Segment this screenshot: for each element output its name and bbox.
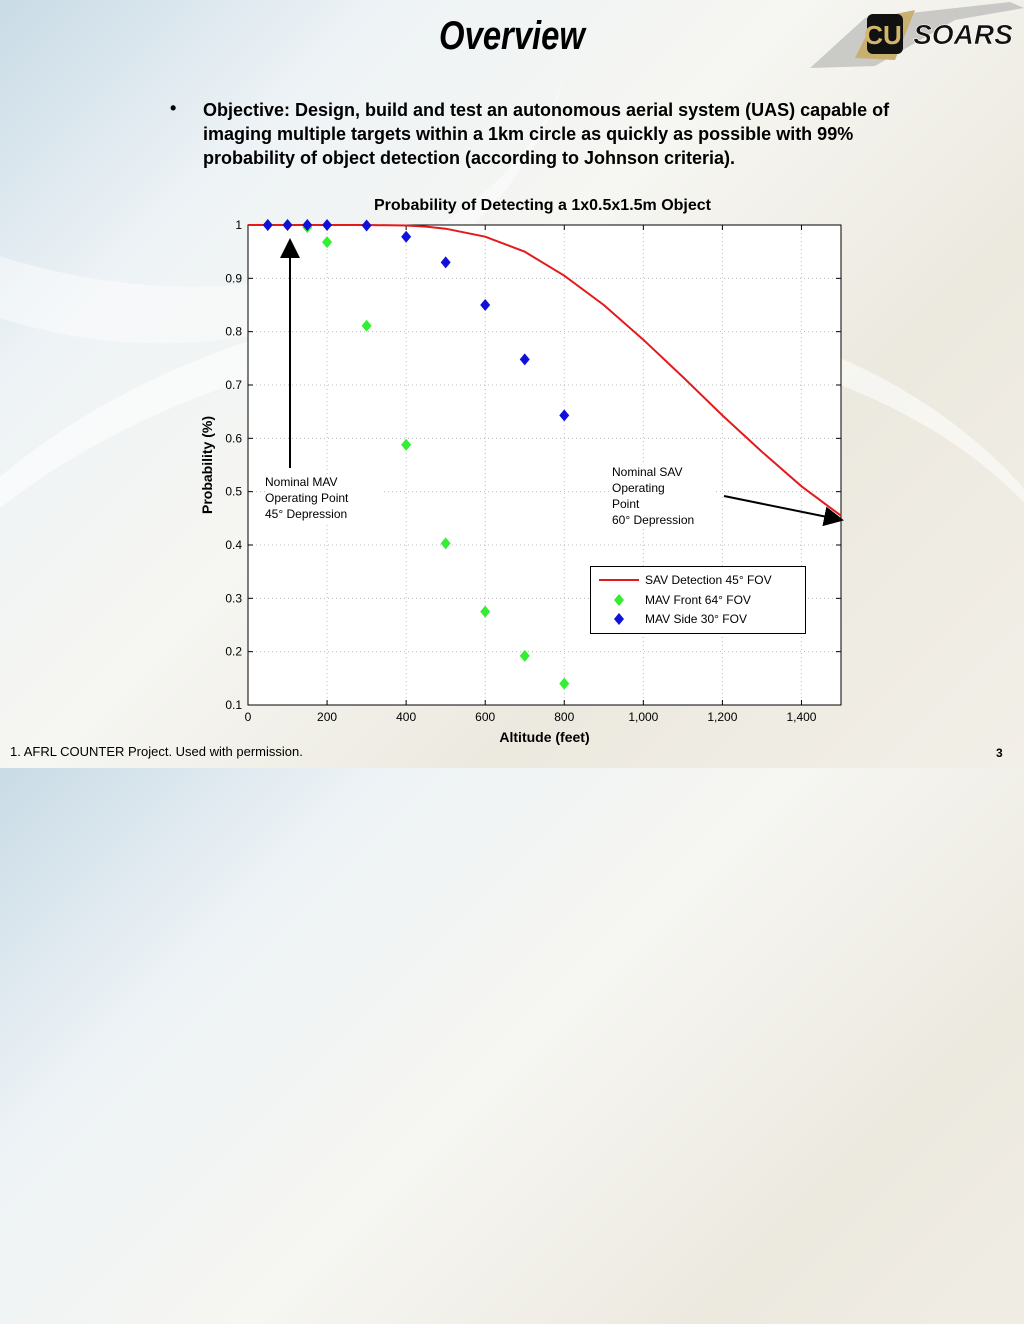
y-tick-label: 0.1	[225, 698, 242, 712]
x-tick-label: 1,400	[786, 710, 816, 724]
x-tick-label: 1,200	[707, 710, 737, 724]
annotation-line: Nominal MAV	[265, 475, 338, 489]
y-tick-label: 1	[235, 218, 242, 232]
legend-label: SAV Detection 45° FOV	[645, 573, 772, 587]
annotation-sav-operating-point: Nominal SAV Operating Point 60° Depressi…	[612, 464, 716, 528]
soars-logo: CU SOARS	[810, 2, 1024, 68]
x-axis-label: Altitude (feet)	[499, 729, 589, 745]
y-axis-label: Probability (%)	[199, 416, 215, 514]
x-tick-label: 0	[245, 710, 252, 724]
annotation-line: Point	[612, 497, 640, 511]
annotation-line: Operating	[612, 481, 665, 495]
x-tick-label: 1,000	[628, 710, 658, 724]
x-tick-label: 400	[396, 710, 416, 724]
point-mav-front	[559, 677, 570, 690]
point-mav-side	[480, 299, 491, 311]
annotation-line: Nominal SAV	[612, 465, 683, 479]
detection-probability-chart: 0 200 400 600 800 1,000 1,200 1,400 0.1 0.2 0.3 0.4…	[199, 218, 844, 745]
series-line-sav-detection	[248, 224, 842, 517]
point-mav-side	[361, 219, 372, 232]
legend-diamond-swatch	[614, 594, 624, 606]
point-mav-front	[440, 537, 451, 550]
annotation-line: 60° Depression	[612, 513, 695, 527]
point-mav-side	[302, 219, 313, 231]
point-mav-front	[519, 649, 530, 662]
x-tick-label: 800	[554, 710, 574, 724]
slide-title: Overview	[439, 14, 585, 58]
bullet-marker: •	[170, 98, 177, 118]
point-mav-side	[559, 409, 570, 422]
legend-entry-mav-front: MAV Front 64° FOV	[591, 591, 805, 609]
point-mav-side	[401, 230, 412, 243]
y-tick-label: 0.9	[225, 271, 242, 285]
page-number: 3	[996, 746, 1003, 760]
y-tick-label: 0.5	[225, 485, 242, 499]
point-mav-front	[480, 605, 491, 618]
point-mav-front	[361, 319, 372, 332]
point-mav-side	[262, 219, 273, 231]
y-tick-label: 0.8	[225, 325, 242, 339]
point-mav-front	[322, 236, 333, 249]
svg-text:SOARS: SOARS	[913, 19, 1013, 50]
point-mav-front	[401, 438, 412, 451]
y-tick-label: 0.2	[225, 645, 242, 659]
footnote: 1. AFRL COUNTER Project. Used with permi…	[10, 744, 303, 759]
legend-entry-sav: SAV Detection 45° FOV	[591, 571, 805, 589]
point-mav-side	[282, 219, 293, 231]
legend-entry-mav-side: MAV Side 30° FOV	[591, 610, 805, 628]
svg-text:CU: CU	[864, 20, 902, 50]
annotation-line: 45° Depression	[265, 507, 348, 521]
y-tick-label: 0.4	[225, 538, 242, 552]
annotation-mav-operating-point: Nominal MAV Operating Point 45° Depressi…	[265, 474, 383, 522]
chart-legend: SAV Detection 45° FOV MAV Front 64° FOV …	[590, 566, 806, 634]
chart-title: Probability of Detecting a 1x0.5x1.5m Ob…	[374, 197, 711, 214]
point-mav-side	[322, 219, 333, 231]
y-tick-label: 0.7	[225, 378, 242, 392]
annotation-line: Operating Point	[265, 491, 349, 505]
point-mav-side	[440, 256, 451, 269]
legend-label: MAV Side 30° FOV	[645, 612, 747, 626]
legend-diamond-swatch	[614, 613, 624, 625]
legend-line-swatch	[599, 579, 639, 581]
x-tick-label: 600	[475, 710, 495, 724]
legend-label: MAV Front 64° FOV	[645, 593, 751, 607]
x-tick-label: 200	[317, 710, 337, 724]
y-tick-label: 0.3	[225, 591, 242, 605]
objective-text: Objective: Design, build and test an aut…	[203, 100, 890, 168]
point-mav-side	[519, 353, 530, 366]
y-tick-label: 0.6	[225, 431, 242, 445]
arrow-sav-operating-point	[723, 495, 844, 527]
